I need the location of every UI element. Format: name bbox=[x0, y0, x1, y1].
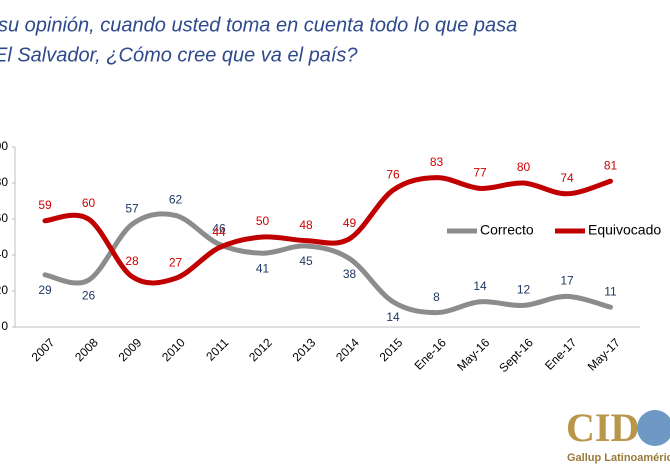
x-tick-label: May-16 bbox=[454, 335, 492, 373]
x-tick-label: 2013 bbox=[290, 335, 319, 364]
data-label: 46 bbox=[212, 221, 226, 235]
data-label: 60 bbox=[82, 196, 96, 210]
y-tick-label: 60 bbox=[0, 211, 8, 225]
data-label: 45 bbox=[299, 254, 313, 268]
data-label: 12 bbox=[517, 283, 531, 297]
y-tick-label: 100 bbox=[0, 139, 8, 153]
data-label: 28 bbox=[125, 254, 139, 268]
legend-label: Equivocado bbox=[588, 222, 661, 238]
x-tick-label: 2010 bbox=[159, 335, 188, 364]
x-tick-label: 2012 bbox=[246, 335, 275, 364]
legend-label: Correcto bbox=[480, 222, 534, 238]
logo-globe bbox=[637, 410, 670, 446]
x-tick-label: 2009 bbox=[116, 335, 145, 364]
data-label: 11 bbox=[604, 284, 617, 298]
y-tick-label: 80 bbox=[0, 175, 8, 189]
x-tick-label: Ene-16 bbox=[412, 335, 449, 372]
logo-text: Gallup Latinoamérica bbox=[567, 452, 670, 464]
series-line bbox=[42, 211, 613, 316]
data-label: 8 bbox=[433, 290, 440, 304]
chart-title: El Salvador, ¿Cómo cree que va el país? bbox=[0, 44, 358, 66]
logo-mark: CID bbox=[566, 405, 639, 450]
data-label: 17 bbox=[560, 274, 574, 288]
data-label: 38 bbox=[343, 267, 357, 281]
data-label: 80 bbox=[517, 160, 531, 174]
data-label: 49 bbox=[343, 216, 357, 230]
data-label: 44 bbox=[212, 225, 226, 239]
y-tick-label: 0 bbox=[1, 319, 8, 333]
data-label: 74 bbox=[560, 171, 574, 185]
logo: CID Gallup Latinoamérica bbox=[566, 405, 670, 464]
data-label: 76 bbox=[386, 167, 400, 181]
data-label: 41 bbox=[256, 261, 270, 275]
y-tick-label: 20 bbox=[0, 283, 8, 297]
x-tick-label: 2014 bbox=[333, 335, 362, 364]
x-tick-label: 2011 bbox=[203, 335, 231, 363]
data-label: 48 bbox=[299, 218, 313, 232]
data-label: 81 bbox=[604, 158, 618, 172]
chart-title: su opinión, cuando usted toma en cuenta … bbox=[0, 14, 517, 36]
data-label: 14 bbox=[386, 310, 400, 324]
y-tick-label: 40 bbox=[0, 247, 8, 261]
data-label: 59 bbox=[38, 198, 52, 212]
x-tick-label: 2015 bbox=[377, 335, 406, 364]
x-tick-label: Sept-16 bbox=[496, 335, 536, 375]
x-tick-label: 2007 bbox=[29, 335, 58, 364]
data-label: 62 bbox=[169, 193, 183, 207]
series-line bbox=[42, 175, 613, 286]
data-label: 29 bbox=[38, 283, 52, 297]
x-tick-label: May-17 bbox=[585, 335, 623, 373]
x-tick-label: 2008 bbox=[72, 335, 101, 364]
data-label: 27 bbox=[169, 256, 183, 270]
data-label: 26 bbox=[82, 288, 96, 302]
data-label: 83 bbox=[430, 155, 444, 169]
x-tick-label: Ene-17 bbox=[542, 335, 579, 372]
data-label: 77 bbox=[473, 166, 487, 180]
data-label: 14 bbox=[473, 279, 487, 293]
data-label: 50 bbox=[256, 214, 270, 228]
data-label: 57 bbox=[125, 202, 139, 216]
